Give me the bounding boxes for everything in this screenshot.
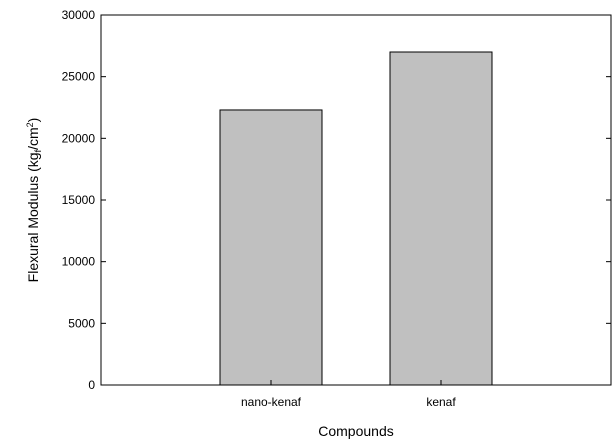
y-tick-label: 10000: [62, 255, 96, 269]
y-axis-title-subscript: f: [33, 149, 43, 152]
bars: [219, 51, 493, 386]
y-tick-label: 25000: [62, 70, 96, 84]
plot-frame: [100, 14, 612, 386]
y-tick-label: 0: [88, 378, 95, 392]
y-axis-title-main: Flexural Modulus (kg: [25, 152, 41, 282]
y-axis-title-close: ): [25, 118, 41, 123]
y-tick-label: 15000: [62, 193, 96, 207]
y-tick-label: 20000: [62, 131, 96, 145]
x-tick-label: kenaf: [426, 395, 456, 409]
bar-kenaf: [389, 51, 493, 386]
x-axis-title: Compounds: [318, 423, 394, 439]
y-tick-label: 5000: [68, 316, 95, 330]
y-axis-title: Flexural Modulus (kgf/cm2): [25, 118, 43, 283]
y-axis-title-superscript: 2: [25, 122, 35, 127]
x-axis: nano-kenaf kenaf: [241, 380, 456, 409]
bar-nano-kenaf: [219, 109, 323, 386]
y-tick-label: 30000: [62, 8, 96, 22]
y-axis: 0 5000 10000 15000 20000 25000 30000: [62, 8, 611, 392]
x-tick-label: nano-kenaf: [241, 395, 302, 409]
y-axis-title-unit: /cm: [25, 127, 41, 150]
